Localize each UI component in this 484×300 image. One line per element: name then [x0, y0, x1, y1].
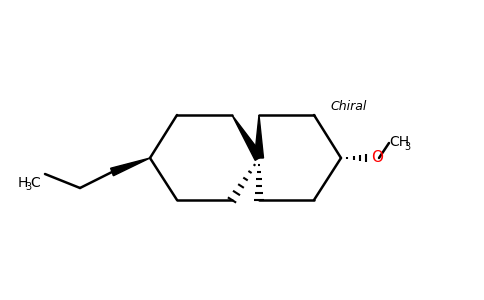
Polygon shape: [232, 115, 263, 160]
Text: Chiral: Chiral: [330, 100, 366, 113]
Text: C: C: [30, 176, 40, 190]
Polygon shape: [255, 115, 263, 158]
Text: CH: CH: [389, 135, 409, 149]
Text: 3: 3: [404, 142, 410, 152]
Text: 3: 3: [25, 182, 31, 192]
Polygon shape: [111, 158, 150, 176]
Text: O: O: [371, 151, 383, 166]
Text: H: H: [18, 176, 29, 190]
